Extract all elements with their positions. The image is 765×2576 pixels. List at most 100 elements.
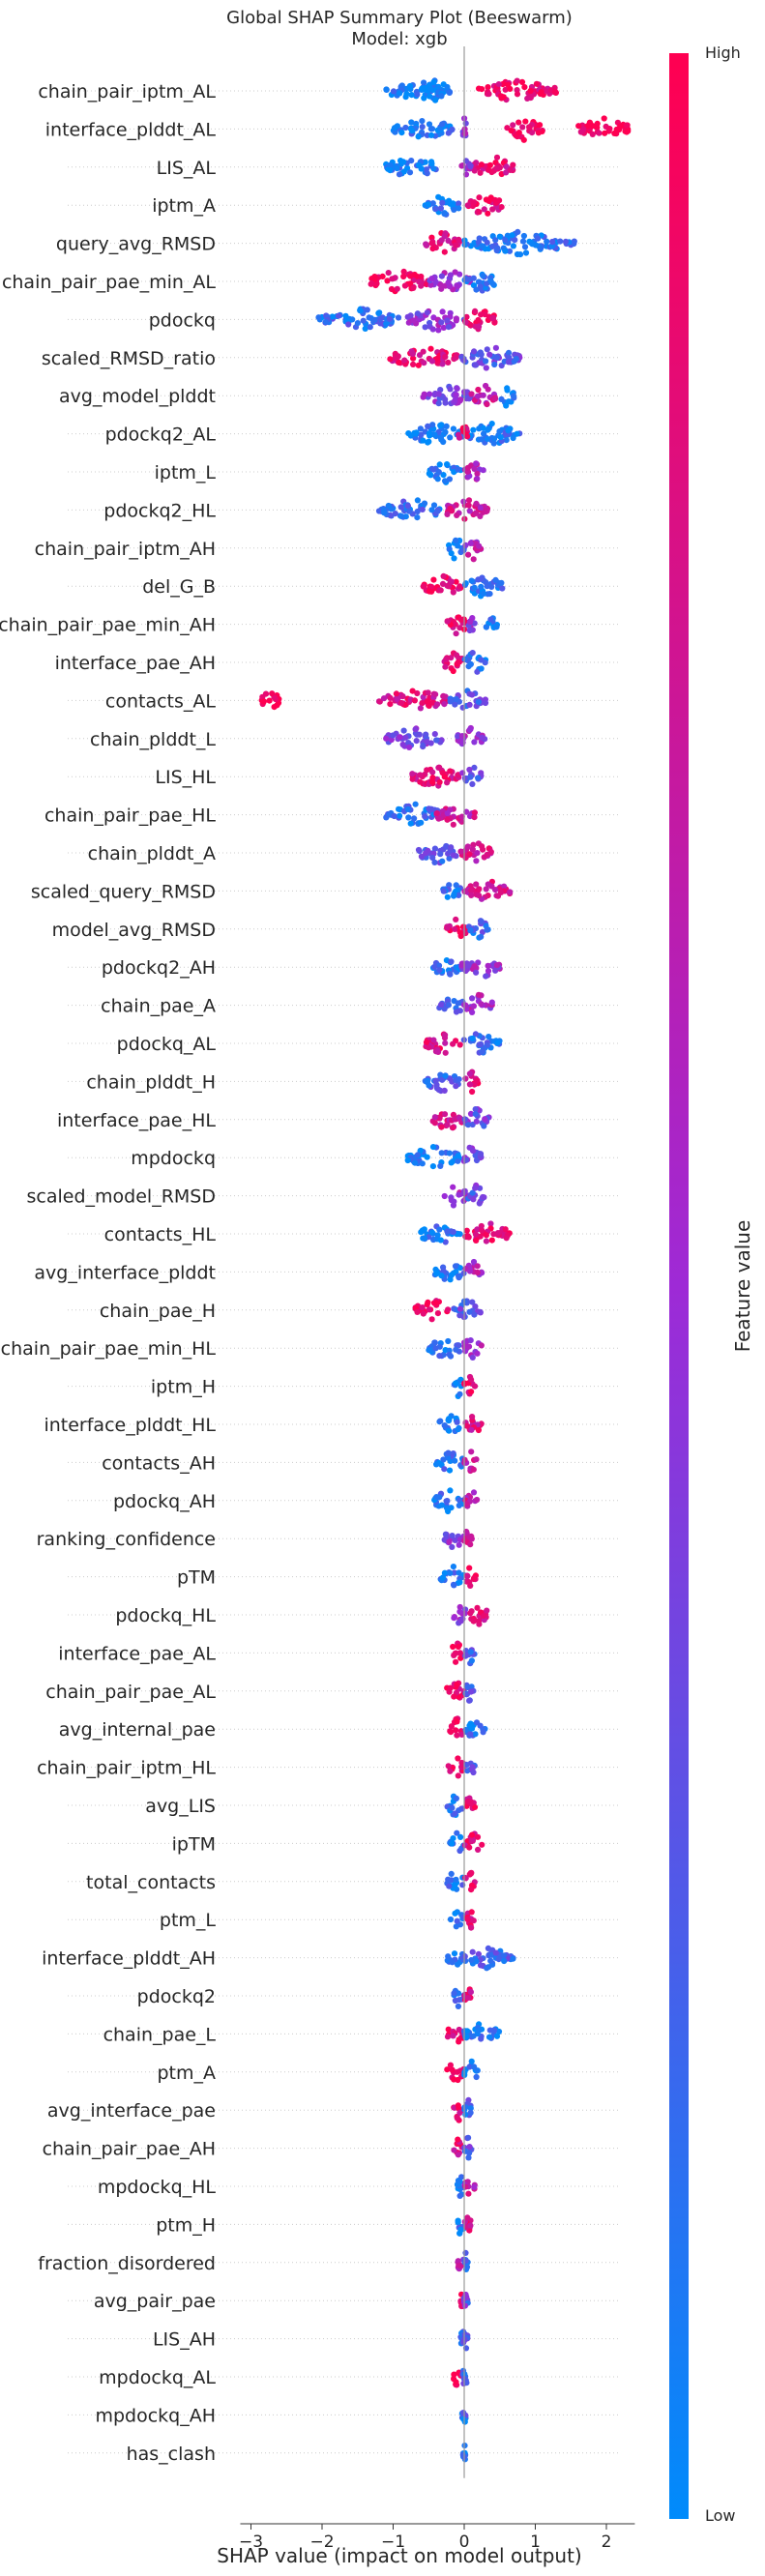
feature-points — [390, 115, 632, 143]
shap-point — [453, 1650, 459, 1656]
shap-point — [464, 1995, 472, 2002]
shap-point — [423, 241, 429, 248]
shap-point — [485, 166, 492, 173]
shap-point — [448, 1729, 455, 1736]
shap-point — [473, 2073, 480, 2081]
feature-label: del_G_B — [142, 576, 216, 598]
shap-point — [439, 1574, 447, 1581]
shap-point — [387, 701, 394, 708]
shap-point — [468, 1376, 475, 1383]
shap-point — [431, 1120, 438, 1127]
shap-point — [454, 1917, 460, 1924]
shap-point — [462, 1002, 469, 1009]
shap-point — [463, 1227, 470, 1234]
shap-point — [426, 121, 433, 128]
shap-point — [467, 887, 475, 894]
shap-point — [464, 1572, 471, 1579]
shap-point — [466, 1070, 473, 1077]
shap-point — [448, 578, 455, 585]
feature-label: scaled_model_RMSD — [27, 1186, 216, 1208]
shap-point — [456, 1312, 463, 1319]
shap-point — [497, 434, 504, 441]
shap-point — [465, 497, 473, 504]
shap-point — [375, 508, 383, 514]
shap-point — [269, 690, 276, 697]
shap-point — [465, 2154, 472, 2161]
shap-point — [469, 1009, 476, 1015]
shap-point — [575, 123, 582, 130]
shap-point — [537, 90, 544, 98]
shap-point — [510, 243, 517, 249]
shap-point — [429, 775, 436, 781]
shap-point — [467, 2222, 474, 2229]
shap-point — [450, 1835, 456, 1842]
feature-label: interface_pae_HL — [57, 1110, 216, 1131]
shap-point — [426, 1044, 432, 1051]
shap-point — [427, 281, 434, 288]
shap-point — [478, 2035, 485, 2042]
feature-label: ipTM — [172, 1833, 216, 1855]
shap-point — [440, 324, 447, 331]
shap-point — [274, 702, 280, 709]
shap-point — [503, 437, 510, 444]
shap-point — [445, 1876, 452, 1883]
shap-point — [435, 962, 443, 969]
feature-points — [441, 1528, 475, 1550]
shap-point — [466, 1081, 473, 1088]
shap-point — [447, 1569, 454, 1576]
shap-point — [474, 668, 481, 675]
feature-points — [451, 1986, 474, 2009]
feature-label: avg_model_plddt — [59, 386, 216, 407]
shap-point — [467, 1688, 475, 1695]
shap-point — [419, 124, 426, 131]
shap-point — [447, 1276, 454, 1283]
shap-point — [624, 122, 631, 129]
shap-point — [396, 805, 402, 812]
shap-point — [471, 2183, 478, 2190]
chart-subtitle: Model: xgb — [351, 29, 447, 49]
shap-point — [452, 1997, 458, 2005]
shap-point — [462, 2291, 469, 2298]
shap-point — [413, 429, 420, 436]
shap-point — [527, 87, 534, 94]
shap-point — [469, 202, 476, 210]
shap-point — [452, 1537, 458, 1543]
shap-point — [478, 575, 485, 582]
shap-point — [498, 579, 505, 586]
shap-point — [445, 2026, 452, 2033]
shap-point — [397, 504, 404, 511]
shap-point — [266, 697, 273, 704]
shap-point — [427, 345, 434, 352]
shap-point — [472, 1231, 479, 1238]
shap-point — [471, 465, 478, 472]
shap-point — [464, 843, 471, 850]
shap-point — [434, 1310, 441, 1317]
shap-point — [611, 130, 618, 136]
shap-point — [471, 620, 478, 627]
shap-point — [447, 1487, 454, 1494]
shap-points — [258, 77, 632, 2463]
shap-point — [445, 1508, 452, 1515]
shap-point — [472, 1303, 479, 1310]
shap-point — [375, 309, 382, 317]
shap-point — [444, 924, 451, 931]
feature-label: pdockq2_AH — [102, 957, 216, 979]
shap-point — [444, 816, 451, 823]
shap-point — [400, 727, 407, 734]
shap-point — [519, 124, 526, 131]
shap-point — [428, 1316, 435, 1323]
feature-label: mpdockq_HL — [98, 2177, 217, 2198]
shap-point — [474, 1350, 481, 1357]
shap-point — [362, 325, 368, 332]
shap-point — [428, 276, 435, 282]
shap-point — [478, 583, 485, 591]
shap-point — [520, 136, 527, 143]
shap-point — [469, 650, 476, 657]
shap-point — [461, 2302, 468, 2309]
shap-point — [436, 967, 443, 974]
shap-point — [445, 583, 453, 590]
shap-point — [408, 92, 415, 99]
shap-point — [452, 621, 458, 628]
shap-point — [440, 572, 447, 580]
shap-point — [466, 766, 473, 774]
